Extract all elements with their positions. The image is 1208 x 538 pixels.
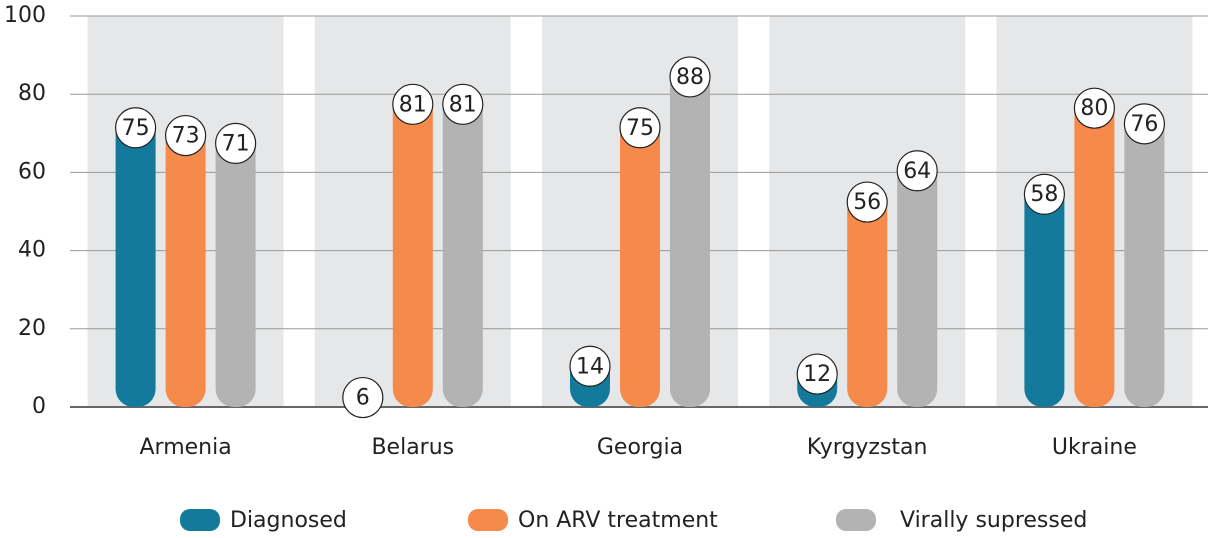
value-label: 76 (1130, 112, 1158, 137)
legend-swatch (468, 509, 508, 531)
x-tick-label: Ukraine (1052, 435, 1137, 460)
value-label-bubble (442, 83, 484, 125)
value-label-bubble (846, 181, 888, 223)
y-tick-label: 0 (32, 394, 46, 419)
bar (215, 129, 256, 407)
bar (392, 90, 433, 407)
value-label: 75 (626, 116, 654, 141)
bar (1124, 109, 1165, 407)
legend-label: Virally supressed (900, 508, 1087, 533)
y-tick-label: 60 (18, 159, 46, 184)
bar (620, 113, 660, 407)
bar (670, 62, 710, 408)
value-label-bubble (1023, 173, 1066, 215)
x-tick-label: Kyrgyzstan (807, 435, 928, 460)
y-tick-label: 80 (18, 81, 46, 106)
legend-label: On ARV treatment (518, 508, 718, 533)
bar (115, 113, 156, 407)
y-tick-label: 100 (4, 3, 46, 28)
bar (442, 90, 483, 407)
value-label: 64 (903, 159, 931, 184)
x-tick-label: Belarus (371, 435, 454, 460)
value-label: 12 (803, 362, 831, 387)
value-label-bubble (1123, 103, 1166, 145)
value-label-bubble (669, 56, 711, 98)
value-label-bubble (165, 114, 207, 157)
bar (1024, 180, 1065, 407)
value-label-bubble (896, 150, 938, 192)
legend-swatch (836, 509, 876, 531)
value-label: 58 (1030, 182, 1058, 207)
x-tick-label: Armenia (139, 435, 231, 460)
value-label-bubble (569, 345, 611, 387)
bar (165, 121, 206, 407)
value-label-bubble (796, 353, 838, 395)
legend-swatch (180, 509, 220, 531)
value-label: 81 (449, 92, 477, 117)
value-label: 56 (853, 190, 881, 215)
value-label: 6 (356, 386, 370, 411)
y-tick-label: 20 (18, 316, 46, 341)
legend-label: Diagnosed (230, 508, 347, 533)
value-label: 14 (576, 354, 604, 379)
value-label: 71 (222, 131, 250, 156)
bar (1074, 94, 1115, 407)
value-label: 80 (1080, 96, 1108, 121)
value-label-bubble (115, 107, 157, 149)
y-tick-label: 40 (18, 238, 46, 263)
value-label-bubble (215, 122, 257, 164)
value-label: 75 (122, 116, 150, 141)
bar (897, 156, 938, 407)
value-label-bubble (342, 376, 384, 419)
value-label: 88 (676, 65, 704, 90)
value-label: 73 (172, 124, 200, 149)
value-label: 81 (399, 92, 427, 117)
bar (847, 188, 888, 407)
value-label-bubble (392, 83, 434, 125)
value-label-bubble (1073, 87, 1116, 129)
x-tick-label: Georgia (597, 435, 683, 460)
value-label-bubble (619, 107, 661, 149)
